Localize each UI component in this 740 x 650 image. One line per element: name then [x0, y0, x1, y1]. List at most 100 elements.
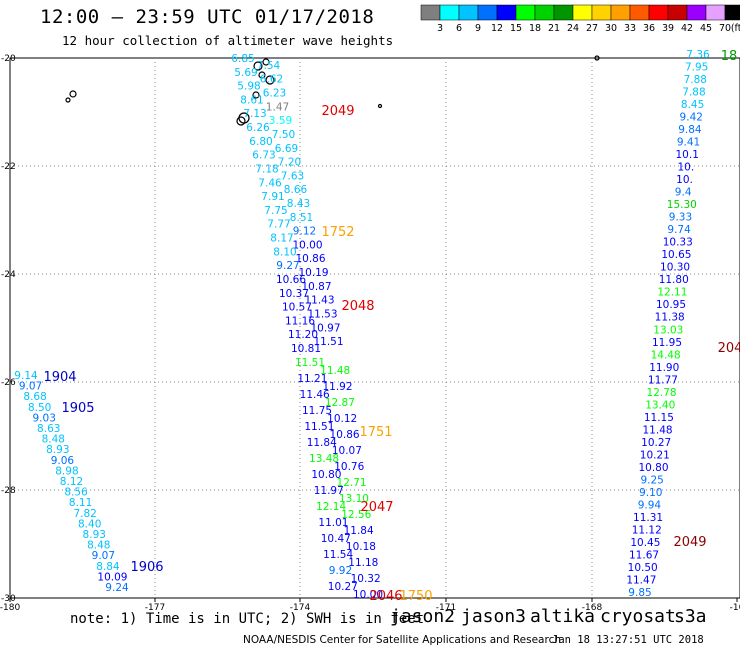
- track-value-central: 11.20: [288, 329, 318, 341]
- track-value-east: 13.40: [645, 399, 675, 411]
- track-value-central: 10.97: [310, 322, 340, 334]
- track-value-west: 8.50: [28, 402, 51, 414]
- lat-tick-label: -22: [1, 162, 16, 172]
- track-value-central: 6.85: [231, 53, 254, 65]
- track-value-east: 12.11: [657, 287, 687, 299]
- track-value-east: 10.45: [630, 537, 660, 549]
- scale-label: 9: [475, 23, 481, 34]
- track-value-central: 11.21: [297, 373, 327, 385]
- track-value-west: 9.03: [33, 412, 56, 424]
- track-value-central: 6.80: [249, 136, 272, 148]
- track-value-central: 11.16: [285, 315, 315, 327]
- island-outline: [377, 103, 383, 109]
- track-time-label: 2048: [341, 299, 374, 314]
- track-time-label: 2049: [321, 104, 354, 119]
- lat-tick-label: -20: [1, 54, 16, 64]
- track-value-east: 10.1: [676, 149, 699, 161]
- track-value-central: 10.86: [295, 253, 325, 265]
- track-value-central: 11.53: [307, 308, 337, 320]
- track-value-west: 8.48: [87, 540, 110, 552]
- track-value-central: 10.00: [292, 239, 322, 251]
- track-value-central: 10.19: [298, 267, 328, 279]
- track-time-label: 2049: [673, 535, 706, 550]
- track-time-label: 1751: [359, 425, 392, 440]
- map-frame: [9, 57, 740, 599]
- track-value-central: 11.46: [300, 389, 330, 401]
- track-value-central: 10.12: [327, 413, 357, 425]
- track-value-east: 10.65: [661, 249, 691, 261]
- scale-label: 27: [586, 23, 598, 34]
- track-value-central: 12.14: [316, 501, 346, 513]
- scale-label: 42: [681, 23, 693, 34]
- track-value-east: 9.85: [628, 587, 651, 599]
- track-time-label: 1906: [130, 560, 163, 575]
- track-value-west: 8.68: [23, 391, 46, 403]
- track-value-east: 10.27: [641, 437, 671, 449]
- track-value-west: 8.93: [83, 529, 106, 541]
- legend-s3a: s3a: [674, 606, 707, 627]
- track-value-central: 11.54: [323, 549, 353, 561]
- track-value-central: 8.66: [284, 184, 308, 196]
- page-subtitle: 12 hour collection of altimeter wave hei…: [62, 33, 394, 48]
- track-value-central: 11.92: [322, 381, 352, 393]
- credit-line: NOAA/NESDIS Center for Satellite Applica…: [243, 634, 561, 646]
- track-value-central: 8.51: [290, 212, 313, 224]
- scale-label: 21: [548, 23, 560, 34]
- track-value-west: 8.63: [37, 423, 60, 435]
- track-value-west: 8.12: [60, 476, 83, 488]
- track-value-central: 7.54: [257, 60, 281, 72]
- track-value-west: 9.24: [105, 582, 129, 594]
- scale-label: 24: [567, 23, 579, 34]
- track-value-central: 7.46: [258, 177, 282, 189]
- scale-label: 33: [624, 23, 636, 34]
- lon-tick-label: -171: [436, 603, 456, 610]
- track-value-central: 9.27: [276, 260, 299, 272]
- track-value-central: 12.71: [337, 477, 367, 489]
- track-time-label: 1904: [43, 370, 76, 385]
- scale-label: 36: [643, 23, 655, 34]
- track-time-label: 1752: [321, 225, 354, 240]
- island-outline: [236, 116, 246, 126]
- track-value-east: 11.31: [633, 512, 663, 524]
- track-value-central: 12.56: [341, 509, 371, 521]
- track-value-central: 11.18: [348, 557, 378, 569]
- legend-jason3: jason3: [461, 606, 527, 627]
- track-value-central: 7.75: [264, 205, 287, 217]
- lat-tick-label: -24: [1, 270, 16, 280]
- track-value-central: 11.43: [304, 295, 334, 307]
- track-value-central: 8.61: [240, 94, 263, 106]
- track-value-central: 8.17: [270, 233, 293, 245]
- track-value-east: 11.95: [652, 337, 682, 349]
- track-time-label: 1750: [399, 589, 432, 604]
- track-value-east: 12.78: [647, 387, 677, 399]
- track-value-east: 11.48: [643, 424, 673, 436]
- track-value-east: 7.95: [685, 62, 708, 74]
- track-value-east: 11.90: [649, 362, 679, 374]
- island-outline: [594, 55, 600, 61]
- track-value-central: 9.12: [293, 226, 316, 238]
- track-value-central: 11.84: [344, 525, 374, 537]
- track-time-label: 2047: [360, 500, 393, 515]
- track-value-east: 8.45: [681, 99, 704, 111]
- track-value-east: 9.4: [675, 187, 692, 199]
- track-value-central: 11.48: [320, 365, 350, 377]
- track-value-west: 8.56: [64, 487, 88, 499]
- island-outline: [252, 91, 260, 99]
- scale-label: 70: [719, 23, 731, 34]
- island-outline: [265, 75, 275, 85]
- track-value-central: 10.00: [353, 589, 383, 601]
- scale-label: 45: [700, 23, 712, 34]
- track-value-central: 11.01: [318, 517, 348, 529]
- track-value-east: 11.80: [659, 274, 689, 286]
- track-value-central: 10.07: [332, 445, 362, 457]
- track-value-east: 10.30: [660, 262, 690, 274]
- track-value-central: 10.37: [279, 288, 309, 300]
- track-value-west: 9.07: [92, 550, 115, 562]
- track-value-central: 10.86: [330, 429, 360, 441]
- track-value-central: 6.69: [275, 143, 298, 155]
- track-value-central: 6.26: [246, 122, 270, 134]
- track-value-central: 10.80: [311, 469, 341, 481]
- track-value-central: 9.92: [329, 565, 352, 577]
- track-value-east: 10.21: [640, 449, 670, 461]
- track-value-central: 8.10: [273, 246, 296, 258]
